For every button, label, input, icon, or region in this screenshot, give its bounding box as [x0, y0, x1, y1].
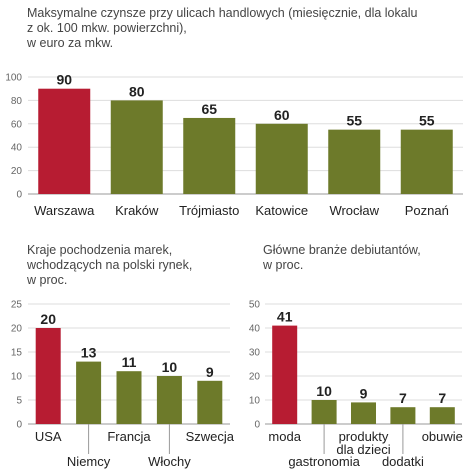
chart-title-rents: Maksymalne czynsze przy ulicach handlowy…	[27, 6, 418, 50]
value-label-industries-1: 10	[316, 383, 332, 399]
bar-rents-4	[328, 129, 381, 194]
bar-rents-3	[255, 123, 308, 194]
y-tick-origins-10: 10	[11, 372, 23, 383]
value-label-rents-4: 55	[346, 113, 362, 129]
category-label-rents-1: Kraków	[115, 203, 159, 218]
category-label-industries-1: gastronomia	[288, 454, 360, 469]
category-label-industries-0: moda	[268, 429, 301, 444]
value-label-origins-1: 13	[81, 345, 97, 361]
category-label-industries-4: obuwie	[422, 429, 463, 444]
value-label-industries-0: 41	[277, 309, 293, 325]
y-tick-industries-10: 10	[249, 396, 261, 407]
category-label-rents-4: Wrocław	[329, 203, 379, 218]
category-label-industries-2: produkty dla dzieci	[336, 429, 390, 457]
bar-origins-3	[156, 376, 182, 424]
value-label-rents-5: 55	[419, 113, 435, 129]
value-label-origins-3: 10	[162, 359, 178, 375]
value-label-rents-3: 60	[274, 107, 290, 123]
category-label-origins-4: Szwecja	[186, 429, 235, 444]
category-label-origins-2: Francja	[107, 429, 151, 444]
y-tick-origins-25: 25	[11, 300, 23, 311]
y-tick-origins-15: 15	[11, 348, 23, 359]
bar-rents-1	[110, 100, 163, 194]
y-tick-industries-40: 40	[249, 324, 261, 335]
category-label-rents-5: Poznań	[405, 203, 449, 218]
category-label-rents-2: Trójmiasto	[179, 203, 239, 218]
bar-rents-2	[183, 117, 236, 194]
value-label-industries-2: 9	[360, 385, 368, 401]
bar-rents-0	[38, 88, 91, 194]
bar-industries-2	[351, 402, 376, 424]
category-label-industries-3: dodatki	[382, 454, 424, 469]
bar-industries-1	[311, 400, 337, 424]
category-label-origins-0: USA	[35, 429, 62, 444]
y-tick-origins-5: 5	[16, 396, 22, 407]
value-label-origins-4: 9	[206, 364, 214, 380]
category-label-rents-0: Warszawa	[34, 203, 95, 218]
y-tick-industries-0: 0	[254, 420, 260, 431]
y-tick-industries-50: 50	[249, 300, 261, 311]
value-label-origins-0: 20	[40, 311, 56, 327]
bar-origins-0	[35, 328, 61, 424]
bar-industries-3	[390, 407, 416, 424]
chart-title-origins: Kraje pochodzenia marek, wchodzących na …	[27, 243, 193, 287]
bar-origins-4	[197, 380, 223, 424]
bar-origins-2	[116, 371, 142, 424]
y-tick-rents-80: 80	[11, 96, 23, 107]
y-tick-rents-0: 0	[16, 190, 22, 201]
value-label-rents-2: 65	[201, 101, 217, 117]
value-label-origins-2: 11	[122, 354, 137, 370]
category-label-origins-3: Włochy	[148, 454, 191, 469]
value-label-industries-3: 7	[399, 390, 407, 406]
y-tick-origins-0: 0	[16, 420, 22, 431]
y-tick-industries-30: 30	[249, 348, 261, 359]
bar-rents-5	[400, 129, 453, 194]
category-label-rents-3: Katowice	[255, 203, 308, 218]
y-tick-industries-20: 20	[249, 372, 261, 383]
value-label-rents-1: 80	[129, 83, 145, 99]
bar-industries-4	[429, 407, 455, 424]
y-tick-rents-40: 40	[11, 143, 23, 154]
y-tick-rents-100: 100	[5, 73, 22, 84]
value-label-industries-4: 7	[438, 390, 446, 406]
y-tick-origins-20: 20	[11, 324, 23, 335]
category-label-origins-1: Niemcy	[67, 454, 111, 469]
y-tick-rents-20: 20	[11, 166, 23, 177]
chart-title-industries: Główne branże debiutantów, w proc.	[263, 243, 421, 272]
bar-origins-1	[76, 361, 102, 424]
bar-industries-0	[272, 325, 298, 424]
value-label-rents-0: 90	[56, 72, 72, 88]
y-tick-rents-60: 60	[11, 119, 23, 130]
